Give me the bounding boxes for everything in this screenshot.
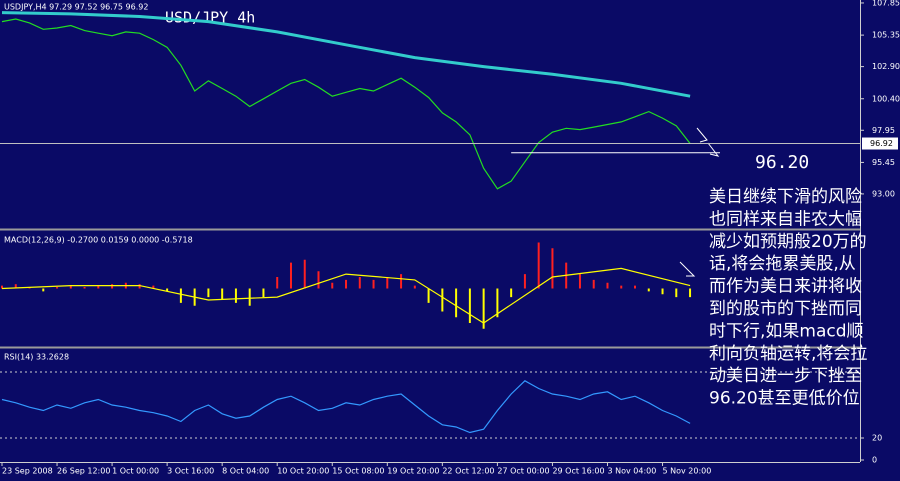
- annotation-line: 利向负轴运转,将会拉: [709, 344, 867, 364]
- current-price-label: 96.92: [870, 139, 893, 148]
- annotation-line: 话,将会拖累美股,从: [709, 254, 856, 274]
- signal-line: [1, 267, 691, 324]
- rsi-title: RSI(14) 33.2628: [4, 353, 69, 362]
- y-tick-label: 20: [872, 434, 882, 443]
- annotation-line: 96.20甚至更低价位: [709, 389, 860, 409]
- x-tick-label: 15 Oct 08:00: [332, 467, 384, 476]
- annotation-line: 也同样来自非农大幅: [709, 209, 862, 229]
- annotation-line: 美日继续下滑的风险: [709, 187, 862, 207]
- x-tick-label: 23 Sep 2008: [2, 467, 53, 476]
- y-tick-label: 102.90: [872, 62, 900, 71]
- chart-header: USDJPY,H4 97.29 97.52 96.75 96.92: [4, 3, 148, 12]
- current-price-box: [862, 137, 898, 150]
- annotation-line: 到的股市的下挫而同: [709, 299, 862, 319]
- x-tick-label: 26 Sep 12:00: [57, 467, 110, 476]
- series-line: [1, 18, 691, 190]
- y-tick-label: 105.35: [872, 31, 900, 40]
- x-tick-label: 1 Oct 00:00: [112, 467, 159, 476]
- x-tick-label: 22 Oct 12:00: [442, 467, 494, 476]
- y-tick-label: 0: [872, 456, 877, 465]
- y-tick-label: 95.45: [872, 158, 895, 167]
- arrow: [707, 142, 720, 157]
- y-tick-label: 93.00: [872, 189, 895, 198]
- annotation-line: 减少如预期般20万的: [709, 232, 867, 252]
- x-tick-label: 19 Oct 20:00: [387, 467, 439, 476]
- target-label: 96.20: [755, 152, 809, 173]
- x-tick-label: 10 Oct 20:00: [277, 467, 329, 476]
- y-tick-label: 100.40: [872, 94, 900, 103]
- series-line: [1, 11, 691, 98]
- y-tick-label: 97.95: [872, 126, 895, 135]
- chart-title: USD/JPY 4h: [165, 9, 255, 27]
- arrow: [679, 261, 696, 277]
- x-tick-label: 3 Nov 04:00: [607, 467, 656, 476]
- x-tick-label: 8 Oct 04:00: [222, 467, 269, 476]
- macd-title: MACD(12,26,9) -0.2700 0.0159 0.0000 -0.5…: [4, 236, 193, 245]
- y-tick-label: 107.85: [872, 0, 900, 7]
- series-line: [1, 380, 691, 434]
- annotation-line: 而作为美日来讲将收: [709, 277, 862, 297]
- arrow: [696, 127, 708, 143]
- x-tick-label: 3 Oct 16:00: [167, 467, 214, 476]
- x-tick-label: 5 Nov 20:00: [663, 467, 712, 476]
- x-tick-label: 29 Oct 16:00: [552, 467, 604, 476]
- annotation-line: 动美日进一步下挫至: [709, 366, 862, 386]
- x-tick-label: 27 Oct 00:00: [497, 467, 549, 476]
- annotation-line: 时下行,如果macd顺: [709, 321, 864, 341]
